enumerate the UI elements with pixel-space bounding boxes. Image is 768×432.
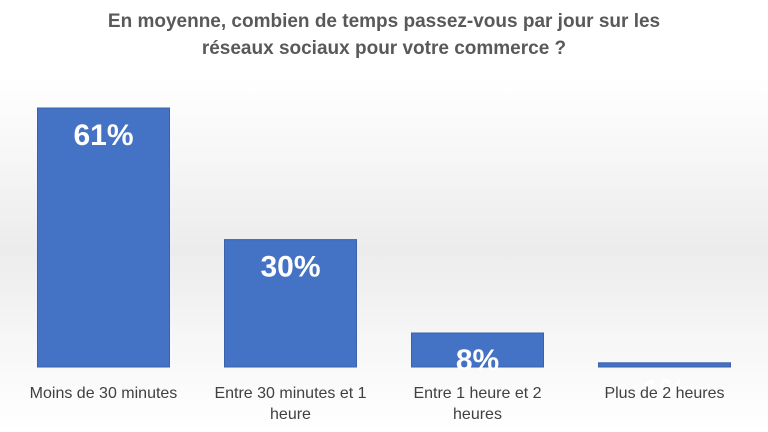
data-label: 1%	[643, 374, 686, 407]
category-label: heures	[453, 406, 502, 423]
data-label: 8%	[456, 344, 499, 377]
category-label: Moins de 30 minutes	[30, 385, 178, 402]
chart-title-line: réseaux sociaux pour votre commerce ?	[202, 38, 566, 59]
chart-title: En moyenne, combien de temps passez-vous…	[108, 11, 660, 59]
bars	[37, 107, 731, 368]
category-label: Plus de 2 heures	[604, 385, 724, 402]
bar	[224, 239, 357, 368]
category-label: Entre 1 heure et 2	[413, 385, 541, 402]
bar	[411, 332, 544, 368]
category-label: heure	[270, 406, 311, 423]
bar	[598, 362, 731, 368]
category-labels: Moins de 30 minutes Entre 30 minutes et 1…	[30, 385, 725, 423]
bar	[37, 107, 170, 368]
data-label: 30%	[260, 251, 320, 284]
data-labels: 61% 30% 8% 1%	[73, 119, 686, 407]
data-label: 61%	[73, 119, 133, 152]
chart-title-line: En moyenne, combien de temps passez-vous…	[108, 11, 660, 32]
category-label: Entre 30 minutes et 1	[214, 385, 366, 402]
